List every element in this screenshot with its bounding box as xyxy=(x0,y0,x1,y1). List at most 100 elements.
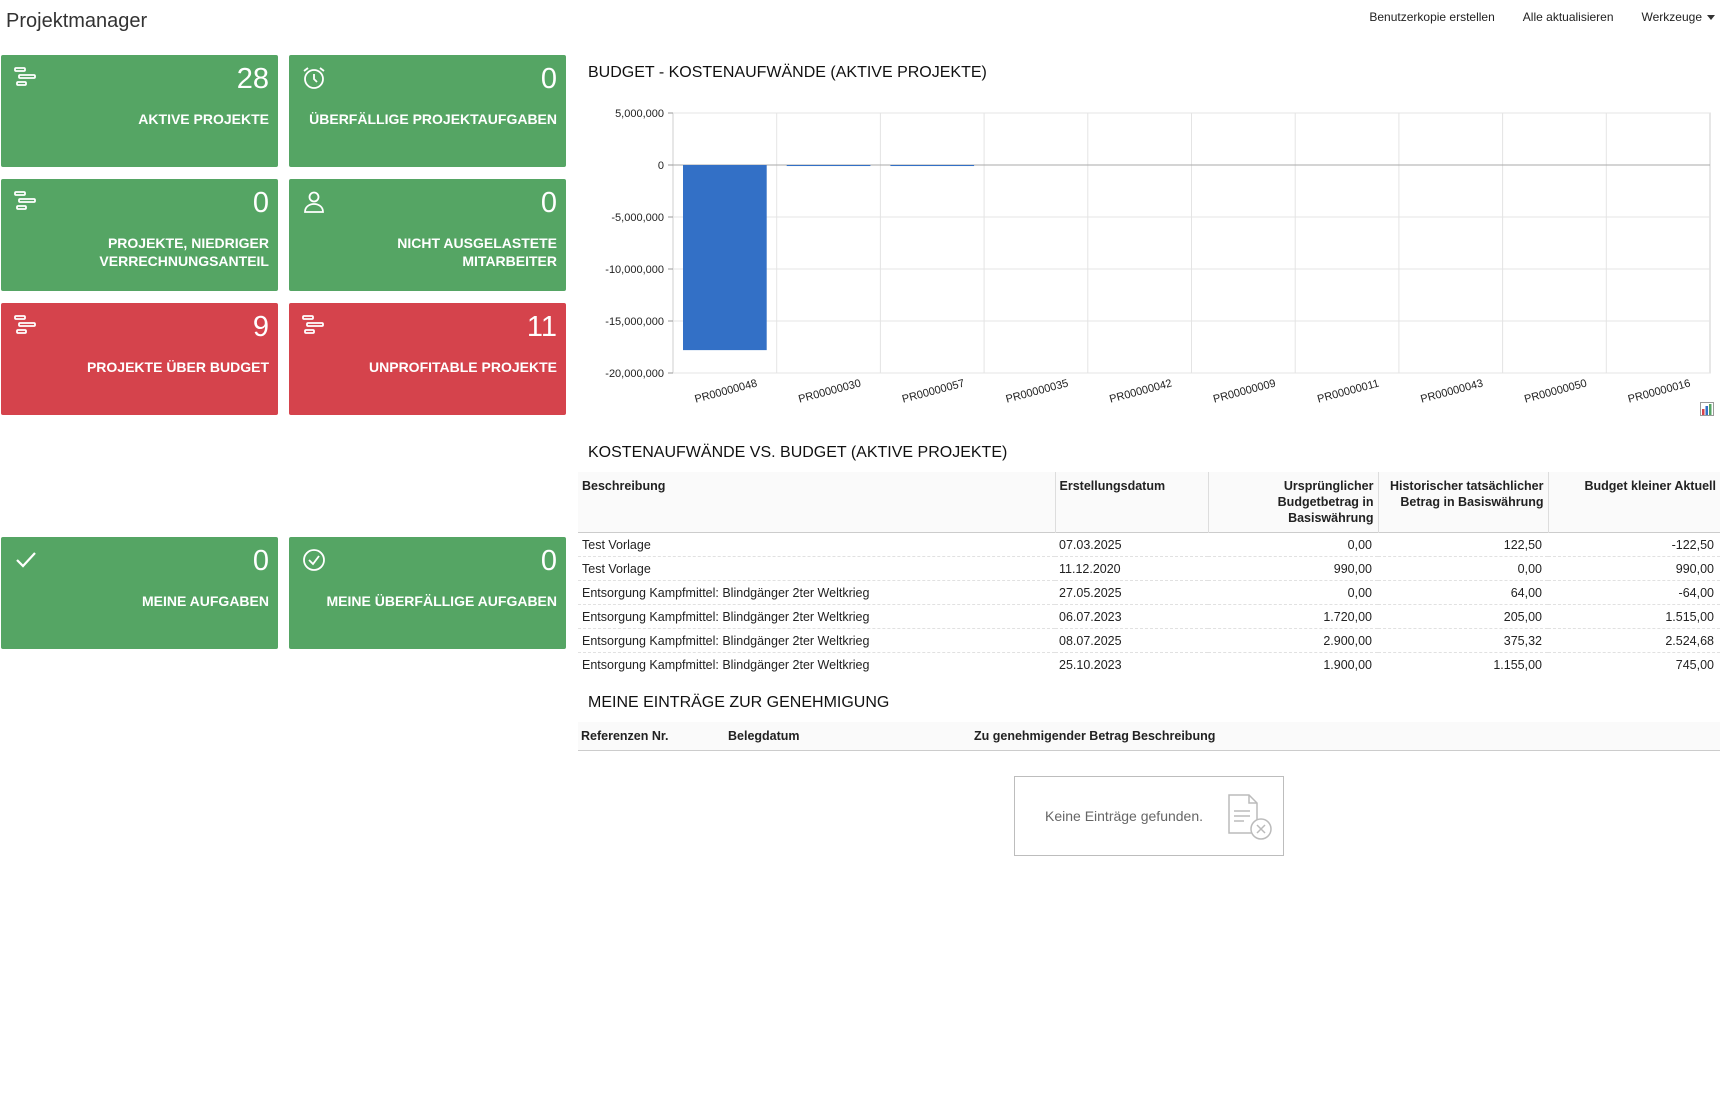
check-circle-icon xyxy=(303,549,325,571)
y-tick-label: -15,000,000 xyxy=(605,316,664,328)
create-user-copy-link[interactable]: Benutzerkopie erstellen xyxy=(1369,10,1495,24)
cell-date: 27.05.2025 xyxy=(1055,580,1208,605)
column-header-budget-less-actual[interactable]: Budget kleiner Aktuell xyxy=(1548,472,1720,533)
x-tick-label: PR00000050 xyxy=(1523,377,1588,405)
tile-label: PROJEKTE, NIEDRIGER VERRECHNUNGSANTEIL xyxy=(99,235,269,269)
tile-label: MEINE AUFGABEN xyxy=(141,593,269,609)
x-tick-label: PR00000011 xyxy=(1316,378,1380,406)
tile-label: MEINE ÜBERFÄLLIGE AUFGABEN xyxy=(326,593,557,609)
cell-original-budget: 0,00 xyxy=(1208,580,1378,605)
budget-chart: 5,000,000 0 -5,000,000 -10,000,000 -15,000,0… xyxy=(605,108,1711,406)
tile-count: 11 xyxy=(526,311,557,343)
tools-menu[interactable]: Werkzeuge xyxy=(1642,10,1715,24)
cell-budget-less-actual: 745,00 xyxy=(1548,652,1720,672)
tile-overdue-project-tasks[interactable]: 0 ÜBERFÄLLIGE PROJEKTAUFGABEN xyxy=(289,55,566,167)
project-bars-icon xyxy=(14,67,36,86)
cell-date: 25.10.2023 xyxy=(1055,652,1208,672)
x-tick-label: PR00000035 xyxy=(1005,377,1070,405)
tile-label: ÜBERFÄLLIGE PROJEKTAUFGABEN xyxy=(309,111,557,127)
cell-description: Entsorgung Kampfmittel: Blindgänger 2ter… xyxy=(578,628,1055,653)
x-tick-label: PR00000048 xyxy=(693,377,758,405)
column-header-creation-date[interactable]: Erstellungsdatum xyxy=(1055,472,1209,533)
column-header-document-date[interactable]: Belegdatum xyxy=(728,729,800,743)
approvals-header: Referenzen Nr. Belegdatum Zu genehmigend… xyxy=(578,722,1720,751)
column-header-original-budget[interactable]: Ursprünglicher Budgetbetrag in Basiswähr… xyxy=(1208,472,1379,533)
bar xyxy=(786,165,871,167)
cell-description: Entsorgung Kampfmittel: Blindgänger 2ter… xyxy=(578,652,1055,672)
table-row[interactable]: Entsorgung Kampfmittel: Blindgänger 2ter… xyxy=(578,628,1720,653)
tile-count: 0 xyxy=(540,545,557,577)
checkmark-icon xyxy=(16,552,36,568)
project-bars-icon xyxy=(14,315,36,334)
chevron-down-icon xyxy=(1707,15,1715,21)
cell-budget-less-actual: -64,00 xyxy=(1548,580,1720,605)
empty-state-box: Keine Einträge gefunden. xyxy=(1014,776,1284,856)
cell-original-budget: 2.900,00 xyxy=(1208,628,1378,653)
cell-date: 06.07.2023 xyxy=(1055,604,1208,629)
cell-budget-less-actual: 2.524,68 xyxy=(1548,628,1720,653)
cost-table-title: KOSTENAUFWÄNDE VS. BUDGET (AKTIVE PROJEK… xyxy=(588,444,1008,461)
bar xyxy=(683,165,767,351)
cell-date: 11.12.2020 xyxy=(1055,556,1208,581)
cell-date: 08.07.2025 xyxy=(1055,628,1208,653)
page-title: Projektmanager xyxy=(6,10,148,32)
y-tick-label: -10,000,000 xyxy=(605,264,664,276)
y-tick-label: 0 xyxy=(658,160,664,172)
tile-count: 0 xyxy=(252,545,269,577)
tile-label: NICHT AUSGELASTETE MITARBEITER xyxy=(397,235,557,269)
x-tick-label: PR00000042 xyxy=(1108,377,1173,405)
cell-original-budget: 1.900,00 xyxy=(1208,652,1378,672)
refresh-all-link[interactable]: Alle aktualisieren xyxy=(1522,10,1614,24)
column-header-reference-no[interactable]: Referenzen Nr. xyxy=(581,729,669,743)
column-header-historical-actual[interactable]: Historischer tatsächlicher Betrag in Bas… xyxy=(1378,472,1549,533)
tile-underutilized-employees[interactable]: 0 NICHT AUSGELASTETE MITARBEITER xyxy=(289,179,566,291)
budget-chart-title: BUDGET - KOSTENAUFWÄNDE (AKTIVE PROJEKTE… xyxy=(588,64,987,81)
tile-label: PROJEKTE ÜBER BUDGET xyxy=(86,359,269,375)
table-row[interactable]: Test Vorlage 11.12.2020 990,00 0,00 990,… xyxy=(578,556,1720,581)
cell-original-budget: 0,00 xyxy=(1208,532,1378,557)
tile-unprofitable-projects[interactable]: 11 UNPROFITABLE PROJEKTE xyxy=(289,303,566,415)
chart-type-icon[interactable] xyxy=(1700,402,1714,416)
table-row[interactable]: Entsorgung Kampfmittel: Blindgänger 2ter… xyxy=(578,652,1720,672)
cost-table: Beschreibung Erstellungsdatum Ursprüngli… xyxy=(578,472,1720,672)
cell-original-budget: 1.720,00 xyxy=(1208,604,1378,629)
tile-count: 0 xyxy=(540,187,557,219)
table-header-row: Beschreibung Erstellungsdatum Ursprüngli… xyxy=(578,472,1720,533)
cell-budget-less-actual: -122,50 xyxy=(1548,532,1720,557)
cell-description: Entsorgung Kampfmittel: Blindgänger 2ter… xyxy=(578,580,1055,605)
tile-label: AKTIVE PROJEKTE xyxy=(138,111,269,127)
tile-active-projects[interactable]: 28 AKTIVE PROJEKTE xyxy=(1,55,278,167)
tile-count: 28 xyxy=(236,63,269,95)
table-row[interactable]: Test Vorlage 07.03.2025 0,00 122,50 -122… xyxy=(578,532,1720,557)
table-row[interactable]: Entsorgung Kampfmittel: Blindgänger 2ter… xyxy=(578,580,1720,605)
empty-state-text: Keine Einträge gefunden. xyxy=(1045,808,1204,824)
cell-historical-actual: 205,00 xyxy=(1378,604,1548,629)
column-header-amount-to-approve[interactable]: Zu genehmigender Betrag xyxy=(974,729,1129,743)
project-bars-icon xyxy=(14,191,36,210)
project-bars-icon xyxy=(302,315,324,334)
y-tick-label: -20,000,000 xyxy=(605,368,664,380)
tools-menu-label: Werkzeuge xyxy=(1641,10,1702,24)
column-header-description[interactable]: Beschreibung xyxy=(1132,729,1216,743)
cell-budget-less-actual: 990,00 xyxy=(1548,556,1720,581)
cell-historical-actual: 64,00 xyxy=(1378,580,1548,605)
x-tick-label: PR00000043 xyxy=(1419,377,1484,405)
x-tick-label: PR00000009 xyxy=(1212,377,1277,405)
x-tick-label: PR00000016 xyxy=(1627,377,1692,405)
cell-description: Entsorgung Kampfmittel: Blindgänger 2ter… xyxy=(578,604,1055,629)
tile-low-billing-projects[interactable]: 0 PROJEKTE, NIEDRIGER VERRECHNUNGSANTEIL xyxy=(1,179,278,291)
cell-date: 07.03.2025 xyxy=(1055,532,1208,557)
tile-projects-over-budget[interactable]: 9 PROJEKTE ÜBER BUDGET xyxy=(1,303,278,415)
alarm-clock-icon xyxy=(303,67,325,89)
document-empty-icon xyxy=(1228,794,1272,840)
table-row[interactable]: Entsorgung Kampfmittel: Blindgänger 2ter… xyxy=(578,604,1720,629)
tile-count: 0 xyxy=(252,187,269,219)
cell-historical-actual: 375,32 xyxy=(1378,628,1548,653)
column-header-description[interactable]: Beschreibung xyxy=(578,472,1056,533)
tile-my-tasks[interactable]: 0 MEINE AUFGABEN xyxy=(1,537,278,649)
tile-my-overdue-tasks[interactable]: 0 MEINE ÜBERFÄLLIGE AUFGABEN xyxy=(289,537,566,649)
approvals-title: MEINE EINTRÄGE ZUR GENEHMIGUNG xyxy=(588,694,890,711)
cost-table-container: Beschreibung Erstellungsdatum Ursprüngli… xyxy=(578,472,1720,672)
cell-budget-less-actual: 1.515,00 xyxy=(1548,604,1720,629)
bar xyxy=(890,165,975,167)
